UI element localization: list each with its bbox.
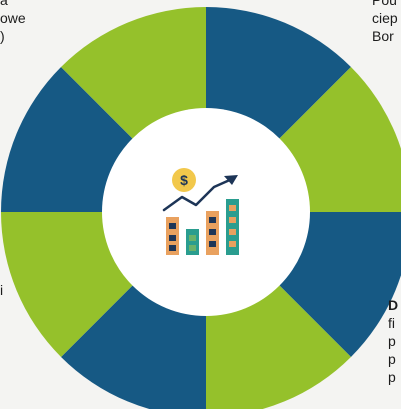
text-line: Bor: [372, 28, 394, 44]
text-line: ): [0, 28, 5, 44]
text-line: fi: [388, 315, 395, 331]
bar-2-icon: [186, 229, 199, 255]
text-line: p: [388, 351, 396, 367]
bar-3-window-a: [209, 217, 216, 223]
bar-3-window-c: [209, 241, 216, 247]
trend-arrow-icon: [162, 177, 234, 212]
text-line: p: [388, 333, 396, 349]
bar-4-window-a: [229, 205, 236, 211]
text-fragment-right-top: Pou ciep Bor: [372, 0, 401, 45]
bar-1-window-a: [169, 223, 176, 229]
text-line: ciep: [372, 10, 398, 26]
bar-4-window-c: [229, 229, 236, 235]
bar-1-window-b: [169, 235, 176, 241]
text-fragment-left-top: a owe ): [0, 0, 36, 45]
text-line: i: [0, 282, 4, 298]
text-line: Pou: [372, 0, 397, 8]
dollar-sign-icon: $: [180, 172, 188, 188]
dollar-coin-icon: [172, 168, 196, 192]
trend-arrowhead-icon: [224, 175, 238, 185]
bar-1-window-c: [169, 245, 176, 251]
text-fragment-left-mid: i: [0, 281, 10, 299]
bar-4-window-b: [229, 217, 236, 223]
text-line: a: [0, 0, 8, 8]
finance-growth-icon: $: [162, 168, 239, 255]
bar-4-window-d: [229, 241, 236, 247]
text-fragment-right-bottom: D fi p p p: [388, 296, 401, 386]
text-line: p: [388, 369, 396, 385]
bar-2-window-a: [189, 235, 196, 241]
bar-2-window-b: [189, 245, 196, 251]
text-line: owe: [0, 10, 26, 26]
text-line: D: [388, 297, 399, 313]
bar-3-window-b: [209, 229, 216, 235]
